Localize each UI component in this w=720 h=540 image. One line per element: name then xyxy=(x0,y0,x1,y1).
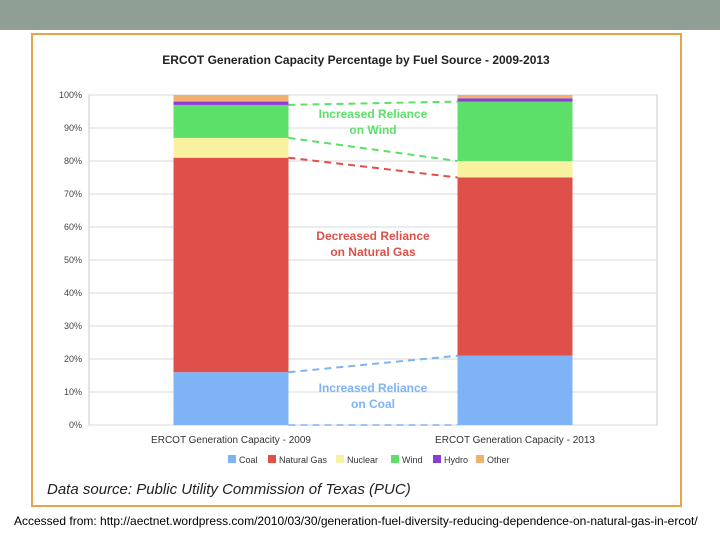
legend-swatch xyxy=(476,455,484,463)
bar-segment xyxy=(457,161,573,178)
bar-segment xyxy=(457,355,573,425)
bar-segment xyxy=(173,372,289,425)
y-tick-label: 100% xyxy=(59,90,82,100)
source-caption: Accessed from: http://aectnet.wordpress.… xyxy=(14,514,698,528)
y-tick-label: 50% xyxy=(64,255,82,265)
y-tick-label: 70% xyxy=(64,189,82,199)
bar-segment xyxy=(173,104,289,138)
x-tick-label: ERCOT Generation Capacity - 2009 xyxy=(151,435,311,446)
y-tick-label: 0% xyxy=(69,420,82,430)
legend-label: Coal xyxy=(239,455,258,465)
y-tick-label: 10% xyxy=(64,387,82,397)
annotation-text: Increased Reliance xyxy=(319,107,428,121)
chart-title: ERCOT Generation Capacity Percentage by … xyxy=(162,53,550,67)
bar-segment xyxy=(173,137,289,158)
top-banner xyxy=(0,0,720,30)
bar-segment xyxy=(457,101,573,161)
bar-segment xyxy=(457,95,573,99)
legend-swatch xyxy=(336,455,344,463)
y-tick-label: 80% xyxy=(64,156,82,166)
annotation-text: on Wind xyxy=(349,123,396,137)
y-tick-label: 90% xyxy=(64,123,82,133)
trend-connector xyxy=(288,156,458,179)
bar-segment xyxy=(457,177,573,356)
bar-segment xyxy=(173,101,289,105)
legend-swatch xyxy=(228,455,236,463)
legend-label: Other xyxy=(487,455,510,465)
bar-segment xyxy=(173,157,289,373)
legend-label: Nuclear xyxy=(347,455,378,465)
legend-label: Wind xyxy=(402,455,423,465)
y-tick-label: 60% xyxy=(64,222,82,232)
chart-canvas: ERCOT Generation Capacity Percentage by … xyxy=(59,53,658,465)
trend-connector xyxy=(288,354,458,374)
x-tick-label: ERCOT Generation Capacity - 2013 xyxy=(435,435,595,446)
trend-connector xyxy=(288,100,458,106)
chart-frame: ERCOT Generation Capacity Percentage by … xyxy=(31,33,682,507)
y-tick-label: 40% xyxy=(64,288,82,298)
annotation-text: Increased Reliance xyxy=(319,381,428,395)
trend-connector xyxy=(288,136,458,162)
legend-swatch xyxy=(391,455,399,463)
bar-segment xyxy=(457,98,573,102)
legend-label: Hydro xyxy=(444,455,468,465)
y-tick-label: 30% xyxy=(64,321,82,331)
y-tick-label: 20% xyxy=(64,354,82,364)
legend-label: Natural Gas xyxy=(279,455,328,465)
legend-swatch xyxy=(268,455,276,463)
annotation-text: Decreased Reliance xyxy=(316,229,430,243)
legend-swatch xyxy=(433,455,441,463)
annotation-text: on Natural Gas xyxy=(330,245,416,259)
bar-segment xyxy=(173,95,289,102)
data-source-note: Data source: Public Utility Commission o… xyxy=(47,481,411,498)
annotation-text: on Coal xyxy=(351,397,395,411)
